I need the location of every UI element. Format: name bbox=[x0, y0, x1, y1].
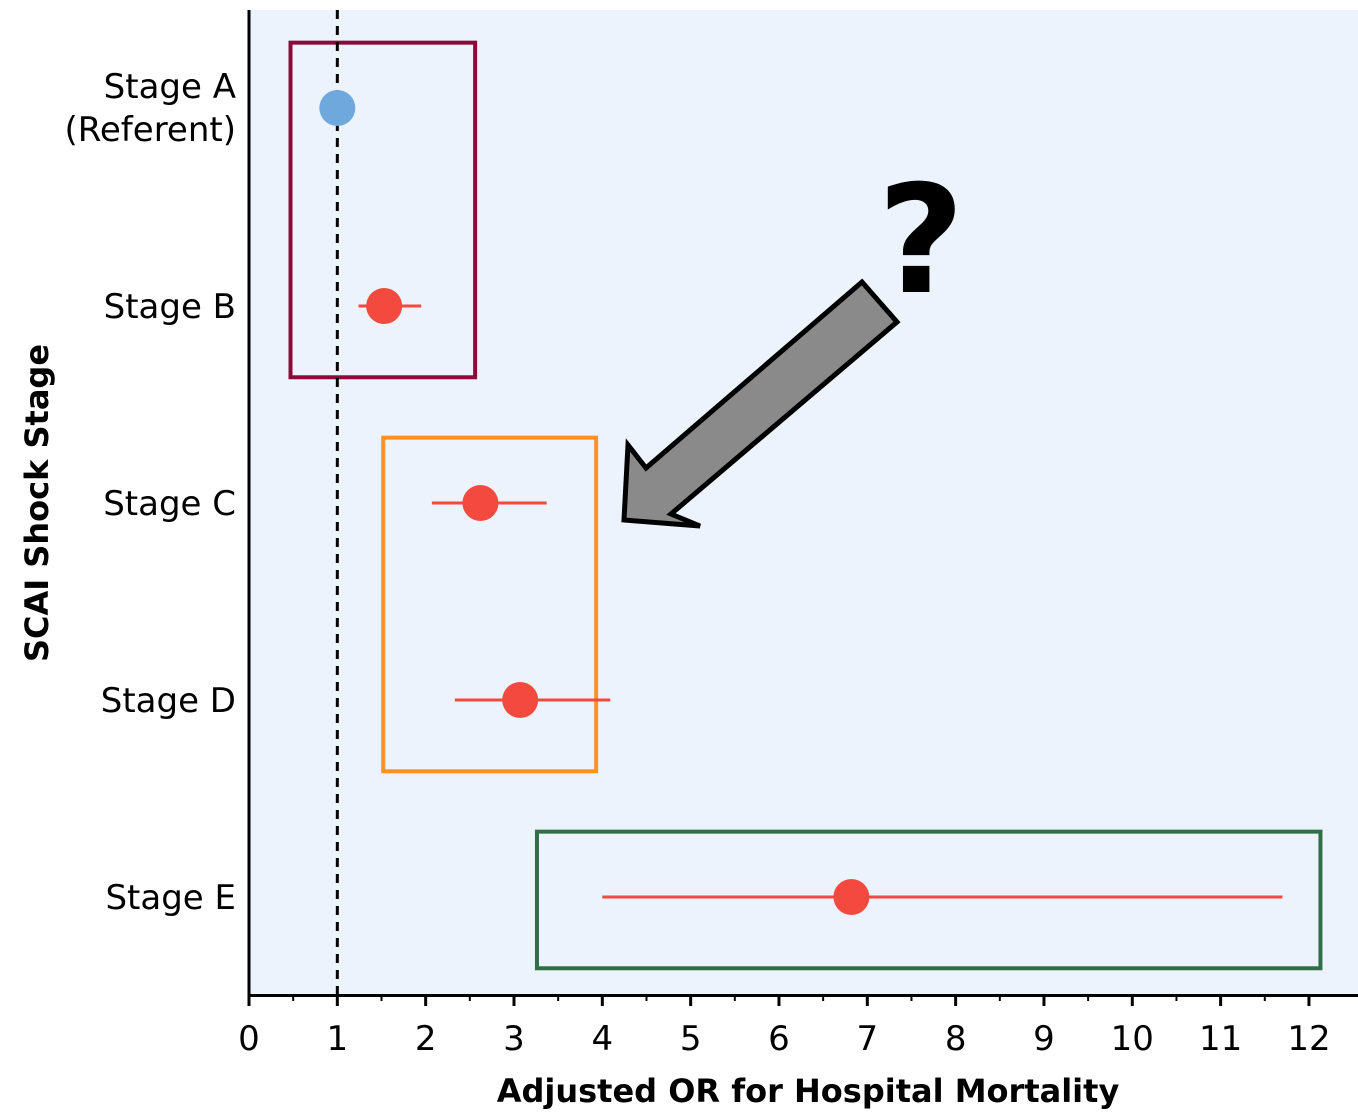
group-box-1 bbox=[288, 40, 478, 380]
category-label: Stage B bbox=[104, 287, 236, 327]
y-axis-title: SCAI Shock Stage bbox=[18, 344, 56, 662]
x-tick-label: 10 bbox=[1111, 1019, 1154, 1059]
point-1 bbox=[319, 90, 356, 126]
category-label: Stage E bbox=[105, 878, 236, 918]
x-tick-label: 9 bbox=[1033, 1019, 1055, 1059]
x-axis-ticks: 0 1 2 3 4 5 6 7 8 9 10 11 12 bbox=[238, 995, 1331, 1059]
x-tick-label: 4 bbox=[591, 1019, 613, 1059]
data-series bbox=[319, 90, 1283, 915]
x-tick-label: 1 bbox=[327, 1019, 349, 1059]
group-box-3 bbox=[534, 829, 1323, 971]
x-tick-label: 2 bbox=[415, 1019, 437, 1059]
x-tick-label: 3 bbox=[503, 1019, 525, 1059]
y-axis-category-labels: Stage A(Referent) Stage B Stage C Stage D St… bbox=[65, 67, 236, 918]
plot-area bbox=[249, 10, 1358, 995]
x-axis-title: Adjusted OR for Hospital Mortality bbox=[497, 1072, 1120, 1110]
x-tick-label: 5 bbox=[680, 1019, 702, 1059]
x-tick-label: 11 bbox=[1199, 1019, 1242, 1059]
arrow-shape bbox=[621, 278, 901, 529]
category-label: Stage C bbox=[103, 484, 236, 524]
group-boxes bbox=[288, 40, 1323, 971]
category-label: Stage A bbox=[104, 67, 236, 107]
x-tick-label: 6 bbox=[768, 1019, 790, 1059]
category-sublabel: (Referent) bbox=[65, 110, 236, 150]
x-tick-label: 8 bbox=[945, 1019, 967, 1059]
point-5 bbox=[833, 879, 870, 915]
group-box-2 bbox=[381, 435, 599, 774]
annotation-arrow bbox=[621, 278, 901, 529]
category-label: Stage D bbox=[101, 681, 236, 721]
annotation-question-mark: ? bbox=[877, 154, 964, 328]
point-3 bbox=[462, 485, 499, 521]
point-4 bbox=[502, 682, 539, 718]
x-tick-label: 7 bbox=[856, 1019, 878, 1059]
x-tick-label: 0 bbox=[238, 1019, 260, 1059]
point-2 bbox=[366, 288, 403, 324]
x-tick-label: 12 bbox=[1287, 1019, 1330, 1059]
